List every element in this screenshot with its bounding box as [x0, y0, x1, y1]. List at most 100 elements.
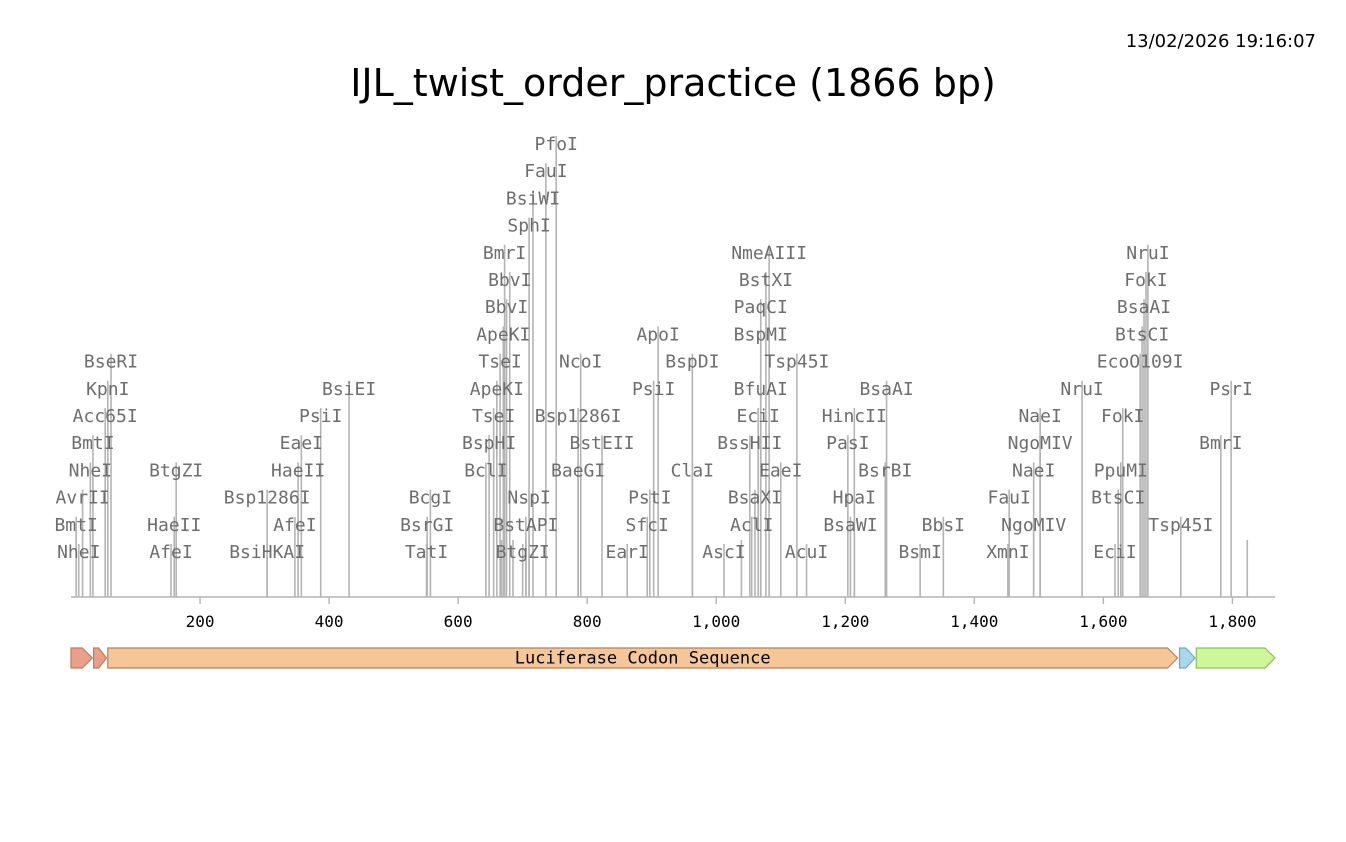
enzyme-label[interactable]: BbvI [488, 270, 531, 291]
enzyme-label[interactable]: TatI [405, 542, 448, 563]
enzyme-label[interactable]: PasI [826, 433, 869, 454]
enzyme-label[interactable]: NheI [69, 460, 112, 481]
enzyme-label[interactable]: FokI [1124, 270, 1167, 291]
enzyme-label[interactable]: BtgZI [496, 542, 550, 563]
enzyme-label[interactable]: TseI [472, 406, 515, 427]
enzyme-label[interactable]: AfeI [149, 542, 192, 563]
enzyme-label[interactable]: BspDI [665, 352, 719, 373]
enzyme-label[interactable]: FauI [524, 161, 567, 182]
axis-ticks: 200 400 600 800 1,000 1,200 1,400 1,600 1,800 [186, 597, 1257, 631]
enzyme-label[interactable]: AclI [730, 515, 773, 536]
enzyme-label[interactable]: BspHI [462, 433, 516, 454]
enzyme-label[interactable]: Tsp45I [1148, 515, 1213, 536]
enzyme-label[interactable]: HaeII [271, 460, 325, 481]
feature-arrow[interactable] [70, 647, 94, 669]
enzyme-label[interactable]: BsaWI [823, 515, 877, 536]
enzyme-label[interactable]: EciI [736, 406, 779, 427]
enzyme-label[interactable]: ApoI [636, 324, 679, 345]
enzyme-label[interactable]: PsiI [299, 406, 342, 427]
enzyme-label[interactable]: PsiI [632, 379, 675, 400]
enzyme-label[interactable]: AscI [702, 542, 745, 563]
enzyme-label[interactable]: BbsI [922, 515, 965, 536]
enzyme-label[interactable]: Acc65I [73, 406, 138, 427]
enzyme-label[interactable]: BtgZI [149, 460, 203, 481]
enzyme-label[interactable]: PstI [628, 488, 671, 509]
enzyme-label[interactable]: XmnI [986, 542, 1029, 563]
enzyme-label[interactable]: BcgI [409, 488, 452, 509]
enzyme-label[interactable]: NcoI [559, 352, 602, 373]
enzyme-label[interactable]: NspI [507, 488, 550, 509]
enzyme-label[interactable]: BsiWI [506, 188, 560, 209]
enzyme-label[interactable]: FokI [1101, 406, 1144, 427]
axis-tick-label: 1,600 [1079, 612, 1127, 631]
enzyme-label[interactable]: EcoO109I [1097, 352, 1184, 373]
enzyme-label[interactable]: BfuAI [734, 379, 788, 400]
enzyme-label[interactable]: EciI [1093, 542, 1136, 563]
enzyme-label[interactable]: BtsCI [1115, 324, 1169, 345]
enzyme-label[interactable]: NaeI [1018, 406, 1061, 427]
enzyme-label[interactable]: PsrI [1209, 379, 1252, 400]
enzyme-label[interactable]: BsrGI [400, 515, 454, 536]
enzyme-label[interactable]: HaeII [147, 515, 201, 536]
enzyme-label[interactable]: AvrII [56, 488, 110, 509]
enzyme-label[interactable]: SphI [507, 216, 550, 237]
enzyme-label[interactable]: AfeI [273, 515, 316, 536]
enzyme-label[interactable]: BmrI [483, 243, 526, 264]
enzyme-label[interactable]: NgoMIV [1008, 433, 1073, 454]
enzyme-label[interactable]: BbvI [485, 297, 528, 318]
feature-arrow[interactable] [92, 647, 108, 669]
feature-arrow[interactable] [107, 647, 1179, 669]
enzyme-label[interactable]: Tsp45I [764, 352, 829, 373]
enzyme-label[interactable]: BssHII [717, 433, 782, 454]
enzyme-label[interactable]: EaeI [759, 460, 802, 481]
enzyme-label[interactable]: EaeI [280, 433, 323, 454]
enzyme-label[interactable]: BsaAI [859, 379, 913, 400]
enzyme-label[interactable]: BsaXI [728, 488, 782, 509]
enzyme-label[interactable]: AcuI [785, 542, 828, 563]
enzyme-label[interactable]: FauI [987, 488, 1030, 509]
enzyme-label[interactable]: PpuMI [1094, 460, 1148, 481]
enzyme-label[interactable]: ClaI [671, 460, 714, 481]
enzyme-label[interactable]: BmrI [1199, 433, 1242, 454]
enzyme-label[interactable]: NheI [57, 542, 100, 563]
enzyme-label[interactable]: NruI [1126, 243, 1169, 264]
feature-track: Luciferase Codon Sequence [70, 647, 1276, 669]
enzyme-label[interactable]: BtsCI [1091, 488, 1145, 509]
enzyme-label[interactable]: BmtI [71, 433, 114, 454]
enzyme-label[interactable]: BaeGI [551, 460, 605, 481]
enzyme-label[interactable]: Bsp1286I [535, 406, 622, 427]
enzyme-label[interactable]: PfoI [535, 134, 578, 155]
feature-label: Luciferase Codon Sequence [515, 649, 771, 669]
enzyme-label[interactable]: BstEII [570, 433, 635, 454]
enzyme-label[interactable]: HpaI [833, 488, 876, 509]
enzyme-label[interactable]: NmeAIII [731, 243, 807, 264]
enzyme-label[interactable]: NruI [1060, 379, 1103, 400]
enzyme-label[interactable]: BsmI [898, 542, 941, 563]
enzyme-label[interactable]: SfcI [626, 515, 669, 536]
enzyme-label[interactable]: BsaAI [1117, 297, 1171, 318]
enzyme-label[interactable]: ApeKI [470, 379, 524, 400]
enzyme-label[interactable]: ApeKI [476, 324, 530, 345]
enzyme-label[interactable]: BmtI [54, 515, 97, 536]
axis-tick-label: 400 [315, 612, 344, 631]
feature-arrow[interactable] [1178, 647, 1196, 669]
enzyme-label[interactable]: HincII [822, 406, 887, 427]
enzyme-label[interactable]: BspMI [734, 324, 788, 345]
enzyme-label[interactable]: NaeI [1012, 460, 1055, 481]
enzyme-label[interactable]: BstXI [739, 270, 793, 291]
enzyme-label[interactable]: NgoMIV [1001, 515, 1066, 536]
enzyme-label[interactable]: KpnI [86, 379, 129, 400]
enzyme-label[interactable]: TseI [478, 352, 521, 373]
enzyme-label[interactable]: BsiEI [322, 379, 376, 400]
enzyme-label[interactable]: BsrBI [858, 460, 912, 481]
enzyme-label[interactable]: BclI [464, 460, 507, 481]
enzyme-label[interactable]: PaqCI [734, 297, 788, 318]
axis-tick-label: 1,200 [821, 612, 869, 631]
enzyme-label[interactable]: BstAPI [493, 515, 558, 536]
enzyme-label[interactable]: BsiHKAI [229, 542, 305, 563]
enzyme-label[interactable]: EarI [606, 542, 649, 563]
enzyme-label[interactable]: BseRI [84, 352, 138, 373]
enzyme-label[interactable]: Bsp1286I [224, 488, 311, 509]
axis-tick-label: 1,000 [692, 612, 740, 631]
feature-arrow[interactable] [1195, 647, 1276, 669]
